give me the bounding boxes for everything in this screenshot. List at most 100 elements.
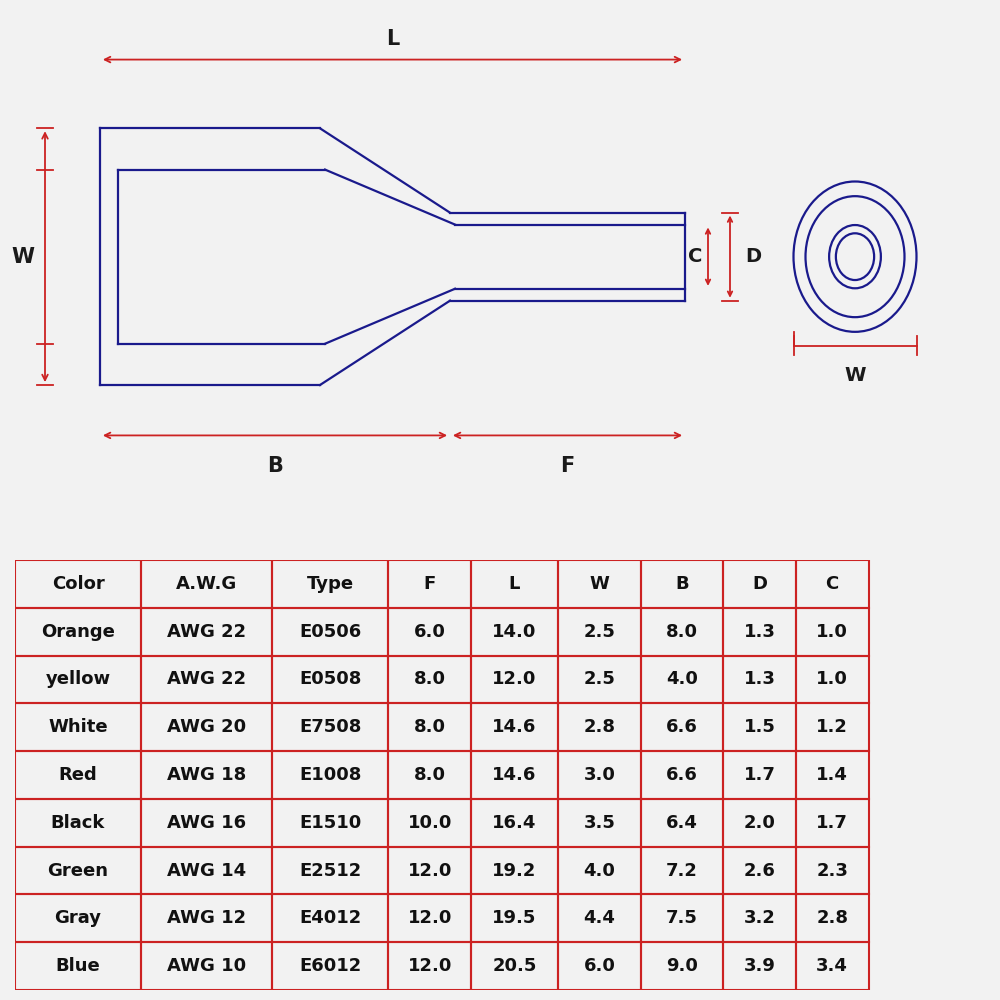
Bar [641, 656, 723, 703]
Text: 14.0: 14.0 [492, 623, 537, 641]
Text: 3.2: 3.2 [744, 909, 775, 927]
Text: B: B [267, 456, 283, 476]
Bar [723, 608, 796, 656]
Text: yellow: yellow [45, 670, 111, 688]
Bar [272, 608, 388, 656]
Text: 12.0: 12.0 [407, 909, 452, 927]
Bar [141, 894, 272, 942]
Text: AWG 18: AWG 18 [167, 766, 246, 784]
Bar [471, 751, 558, 799]
Bar [641, 560, 723, 608]
Bar [141, 942, 272, 990]
Text: 1.0: 1.0 [816, 670, 848, 688]
Bar [388, 799, 471, 847]
Bar [641, 799, 723, 847]
Bar [388, 894, 471, 942]
Bar [141, 656, 272, 703]
Bar [15, 751, 141, 799]
Text: 8.0: 8.0 [414, 670, 446, 688]
Bar [388, 560, 471, 608]
Bar [141, 608, 272, 656]
Bar [558, 608, 641, 656]
Bar [723, 942, 796, 990]
Text: E1510: E1510 [299, 814, 361, 832]
Text: 19.5: 19.5 [492, 909, 537, 927]
Bar [641, 703, 723, 751]
Bar [641, 847, 723, 894]
Text: 12.0: 12.0 [407, 862, 452, 880]
Text: D: D [745, 247, 761, 266]
Text: 14.6: 14.6 [492, 718, 537, 736]
Bar [796, 656, 869, 703]
Text: E7508: E7508 [299, 718, 361, 736]
Bar [723, 894, 796, 942]
Bar [272, 799, 388, 847]
Bar [796, 608, 869, 656]
Bar [272, 751, 388, 799]
Bar [471, 703, 558, 751]
Text: AWG 22: AWG 22 [167, 670, 246, 688]
Text: 1.3: 1.3 [744, 623, 775, 641]
Bar [796, 894, 869, 942]
Text: 14.6: 14.6 [492, 766, 537, 784]
Text: Green: Green [48, 862, 109, 880]
Bar [15, 942, 141, 990]
Bar [641, 751, 723, 799]
Text: D: D [752, 575, 767, 593]
Bar [796, 799, 869, 847]
Text: 6.6: 6.6 [666, 766, 698, 784]
Text: E0508: E0508 [299, 670, 361, 688]
Text: Blue: Blue [56, 957, 100, 975]
Bar [723, 703, 796, 751]
Bar [796, 942, 869, 990]
Text: E4012: E4012 [299, 909, 361, 927]
Text: 9.0: 9.0 [666, 957, 698, 975]
Bar [796, 847, 869, 894]
Bar [15, 608, 141, 656]
Text: 1.2: 1.2 [816, 718, 848, 736]
Bar [558, 847, 641, 894]
Bar [15, 847, 141, 894]
Text: AWG 22: AWG 22 [167, 623, 246, 641]
Bar [272, 894, 388, 942]
Text: Color: Color [52, 575, 104, 593]
Bar [641, 608, 723, 656]
Text: E6012: E6012 [299, 957, 361, 975]
Text: 4.0: 4.0 [666, 670, 698, 688]
Text: Red: Red [59, 766, 97, 784]
Text: B: B [675, 575, 689, 593]
Text: 2.6: 2.6 [744, 862, 775, 880]
Text: 3.5: 3.5 [583, 814, 615, 832]
Bar [388, 656, 471, 703]
Text: W: W [589, 575, 609, 593]
Bar [141, 751, 272, 799]
Bar [471, 608, 558, 656]
Text: F: F [560, 456, 575, 476]
Text: Type: Type [307, 575, 354, 593]
Text: 2.5: 2.5 [583, 623, 615, 641]
Bar [723, 656, 796, 703]
Text: AWG 20: AWG 20 [167, 718, 246, 736]
Bar [141, 847, 272, 894]
Text: 20.5: 20.5 [492, 957, 537, 975]
Bar [272, 847, 388, 894]
Bar [723, 560, 796, 608]
Bar [471, 894, 558, 942]
Text: 1.5: 1.5 [744, 718, 775, 736]
Text: 1.4: 1.4 [816, 766, 848, 784]
Text: E1008: E1008 [299, 766, 361, 784]
Bar [388, 847, 471, 894]
Bar [558, 703, 641, 751]
Bar [471, 656, 558, 703]
Text: E0506: E0506 [299, 623, 361, 641]
Bar [471, 847, 558, 894]
Bar [272, 560, 388, 608]
Text: 6.6: 6.6 [666, 718, 698, 736]
Bar [471, 560, 558, 608]
Bar [141, 560, 272, 608]
Bar [558, 656, 641, 703]
Text: AWG 16: AWG 16 [167, 814, 246, 832]
Text: 2.0: 2.0 [744, 814, 775, 832]
Bar [558, 894, 641, 942]
Bar [641, 942, 723, 990]
